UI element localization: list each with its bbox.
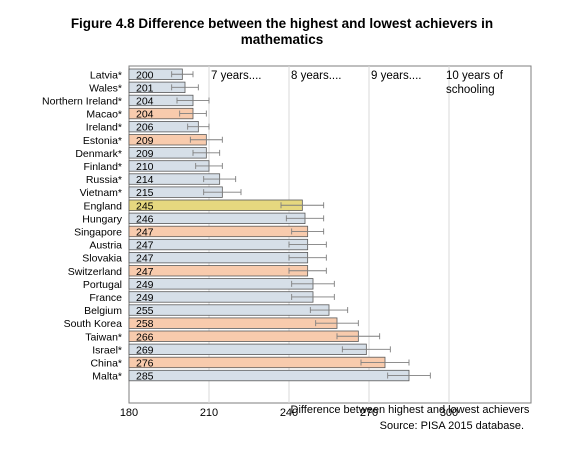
x-axis-title: Difference between highest and lowest ac… xyxy=(291,404,530,416)
category-label: Taiwan* xyxy=(85,331,122,343)
category-label: Denmark* xyxy=(75,148,122,160)
year-annotation-line2: schooling xyxy=(446,84,495,96)
data-label: 249 xyxy=(136,279,154,291)
category-label: Singapore xyxy=(74,226,122,238)
category-label: Austria xyxy=(89,240,122,252)
data-label: 210 xyxy=(136,161,154,173)
data-label: 247 xyxy=(136,226,154,238)
category-label: South Korea xyxy=(64,318,123,330)
year-annotation: 8 years.... xyxy=(291,70,342,82)
category-label: Hungary xyxy=(82,213,122,225)
category-label: Macao* xyxy=(86,109,122,121)
category-label: Finland* xyxy=(83,161,122,173)
data-label: 266 xyxy=(136,331,154,343)
year-annotation: 9 years.... xyxy=(371,70,422,82)
category-label: Wales* xyxy=(89,82,122,94)
bar xyxy=(128,238,309,251)
figure-title: Figure 4.8 Difference between the highes… xyxy=(20,16,544,48)
data-label: 206 xyxy=(136,122,154,134)
bar xyxy=(128,278,314,290)
data-label: 247 xyxy=(136,240,154,252)
bar xyxy=(128,369,410,382)
x-tick-label: 180 xyxy=(120,407,138,419)
category-label: Latvia* xyxy=(90,69,122,81)
source-note: Source: PISA 2015 database. xyxy=(379,420,524,432)
category-label: Israel* xyxy=(92,344,122,356)
data-label: 285 xyxy=(136,371,154,383)
year-annotation: 7 years.... xyxy=(211,70,262,82)
bar xyxy=(128,291,314,303)
data-label: 246 xyxy=(136,213,154,225)
data-label: 247 xyxy=(136,266,154,278)
data-label: 245 xyxy=(136,200,154,212)
data-label: 255 xyxy=(136,305,154,317)
bar xyxy=(128,356,386,369)
bar xyxy=(128,225,309,238)
category-label: Estonia* xyxy=(83,135,122,147)
category-label: Ireland* xyxy=(86,122,122,134)
category-label: Belgium xyxy=(84,305,122,317)
data-label: 201 xyxy=(136,82,154,94)
bar xyxy=(128,251,309,264)
category-label: China* xyxy=(90,357,122,369)
bar xyxy=(128,212,306,225)
bar xyxy=(128,317,338,329)
x-tick-label: 270 xyxy=(360,407,378,419)
x-tick-label: 300 xyxy=(440,407,458,419)
category-label: Malta* xyxy=(92,371,122,383)
category-label: Vietnam* xyxy=(80,187,122,199)
bar xyxy=(128,265,309,277)
data-label: 276 xyxy=(136,357,154,369)
data-label: 204 xyxy=(136,95,154,107)
category-label: England xyxy=(83,200,122,212)
bar xyxy=(128,304,330,316)
year-annotation: 10 years of xyxy=(446,70,504,82)
category-label: France xyxy=(89,292,122,304)
data-label: 249 xyxy=(136,292,154,304)
figure-title-line1: Figure 4.8 Difference between the highes… xyxy=(70,16,494,31)
data-label: 200 xyxy=(136,69,154,81)
category-label: Northern Ireland* xyxy=(42,95,122,107)
category-label: Russia* xyxy=(86,174,122,186)
bar xyxy=(128,343,367,356)
category-label: Slovakia xyxy=(82,253,122,265)
bar xyxy=(128,330,359,342)
data-label: 215 xyxy=(136,187,154,199)
category-label: Portugal xyxy=(83,279,122,291)
bar xyxy=(128,199,303,211)
x-tick-label: 240 xyxy=(280,407,298,419)
data-label: 204 xyxy=(136,109,154,121)
data-label: 209 xyxy=(136,135,154,147)
data-label: 247 xyxy=(136,253,154,265)
data-label: 214 xyxy=(136,174,154,186)
data-label: 269 xyxy=(136,344,154,356)
figure-title-line2: mathematics xyxy=(240,32,324,47)
data-label: 258 xyxy=(136,318,154,330)
x-tick-label: 210 xyxy=(200,407,218,419)
category-label: Switzerland xyxy=(68,266,122,278)
data-label: 209 xyxy=(136,148,154,160)
